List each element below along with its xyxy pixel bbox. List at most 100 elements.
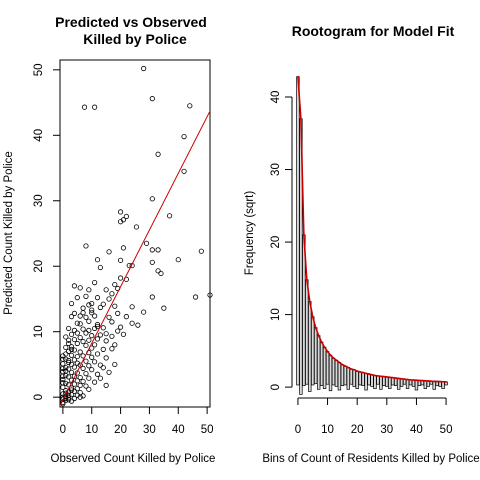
scatter-point [68,387,75,393]
scatter-point [97,362,103,368]
scatter-point [120,217,127,223]
scatter-point [71,364,78,370]
rootogram-bar [308,301,312,392]
scatter-point [97,332,103,338]
scatter-point [71,357,78,363]
scatter-point [86,327,92,333]
scatter-point [89,300,95,307]
rootogram-bar [343,365,348,386]
scatter-point [149,196,155,202]
scatter-point [74,340,80,347]
scatter-point [149,247,155,253]
scatter-point [120,331,127,337]
scatter-point [117,209,124,215]
scatter-points [60,65,213,407]
scatter-point [100,301,106,307]
scatter-point [94,323,101,330]
rootogram-x-tick-label: 20 [351,424,364,436]
scatter-point [192,294,199,300]
rootogram-bar [414,379,419,391]
scatter-point [77,382,83,388]
scatter-point [187,103,193,109]
rootogram-bar [346,367,350,390]
rootogram-bar [391,377,395,386]
rootogram-x-tick-label: 30 [380,424,393,436]
scatter-point [141,309,147,315]
scatter-point [68,300,75,307]
scatter-point [71,381,78,387]
rootogram-x-tick-label: 50 [440,424,453,436]
rootogram-x-tick-label: 40 [410,424,423,436]
scatter-x-tick-label: 10 [85,424,98,436]
scatter-point [60,376,66,383]
scatter-point [74,330,80,336]
scatter-point [71,310,78,316]
scatter-point [103,382,109,388]
scatter-point [117,324,124,330]
scatter-point [115,328,121,334]
scatter-point [66,395,72,401]
scatter-point [68,369,75,375]
scatter-point [77,394,83,400]
scatter-y-tick-label: 20 [33,260,45,273]
scatter-point [63,365,69,371]
rootogram-bar [349,368,353,385]
rootogram-bar [334,359,339,387]
scatter-point [97,375,103,381]
scatter-x-tick-label: 30 [143,424,156,436]
rootogram-bar [337,362,342,391]
rootogram-bar [305,279,309,385]
scatter-point [198,248,204,254]
scatter-point [71,388,78,394]
scatter-point [60,365,66,371]
rootogram-bar [325,351,330,385]
scatter-point [74,386,80,392]
scatter-point [83,371,89,377]
scatter-point [94,257,101,263]
scatter-point [112,361,118,368]
scatter-title-line1: Predicted vs Observed [55,14,207,30]
rootogram-bar [385,376,389,387]
rootogram-bar [370,374,374,387]
scatter-point [112,281,118,288]
rootogram-y-tick-label: 40 [270,91,282,104]
scatter-point [60,380,66,386]
scatter-point [86,318,92,324]
scatter-point [66,357,72,364]
scatter-point [123,314,129,320]
rootogram-bar [328,354,333,392]
scatter-point [92,379,98,385]
scatter-point [149,294,155,300]
scatter-point [100,346,106,352]
rootogram-bar [432,380,436,390]
scatter-point [109,346,115,352]
scatter-point [74,320,80,326]
scatter-point [106,296,112,302]
scatter-point [109,333,115,339]
scatter-x-tick-label: 0 [60,424,66,436]
scatter-point [109,291,115,297]
scatter-point [106,314,112,320]
scatter-point [207,292,213,298]
scatter-point [77,374,83,381]
scatter-point [63,351,69,357]
scatter-point [89,333,95,339]
scatter-point [167,213,173,219]
scatter-point [112,303,118,309]
scatter-point [80,310,86,316]
scatter-point [68,344,75,350]
scatter-point [80,365,86,371]
scatter-point [60,391,66,397]
scatter-point [83,342,89,349]
scatter-point [77,362,83,368]
scatter-point [60,356,66,362]
rootogram-title: Rootogram for Model Fit [292,23,455,39]
scatter-point [143,240,150,246]
scatter-point [106,369,112,375]
scatter-point [80,326,86,332]
rootogram-bars [296,75,448,395]
scatter-point [63,380,69,387]
scatter-point [94,351,101,357]
scatter-title-line2: Killed by Police [83,31,187,47]
rootogram-x-tick-label: 0 [295,424,301,436]
